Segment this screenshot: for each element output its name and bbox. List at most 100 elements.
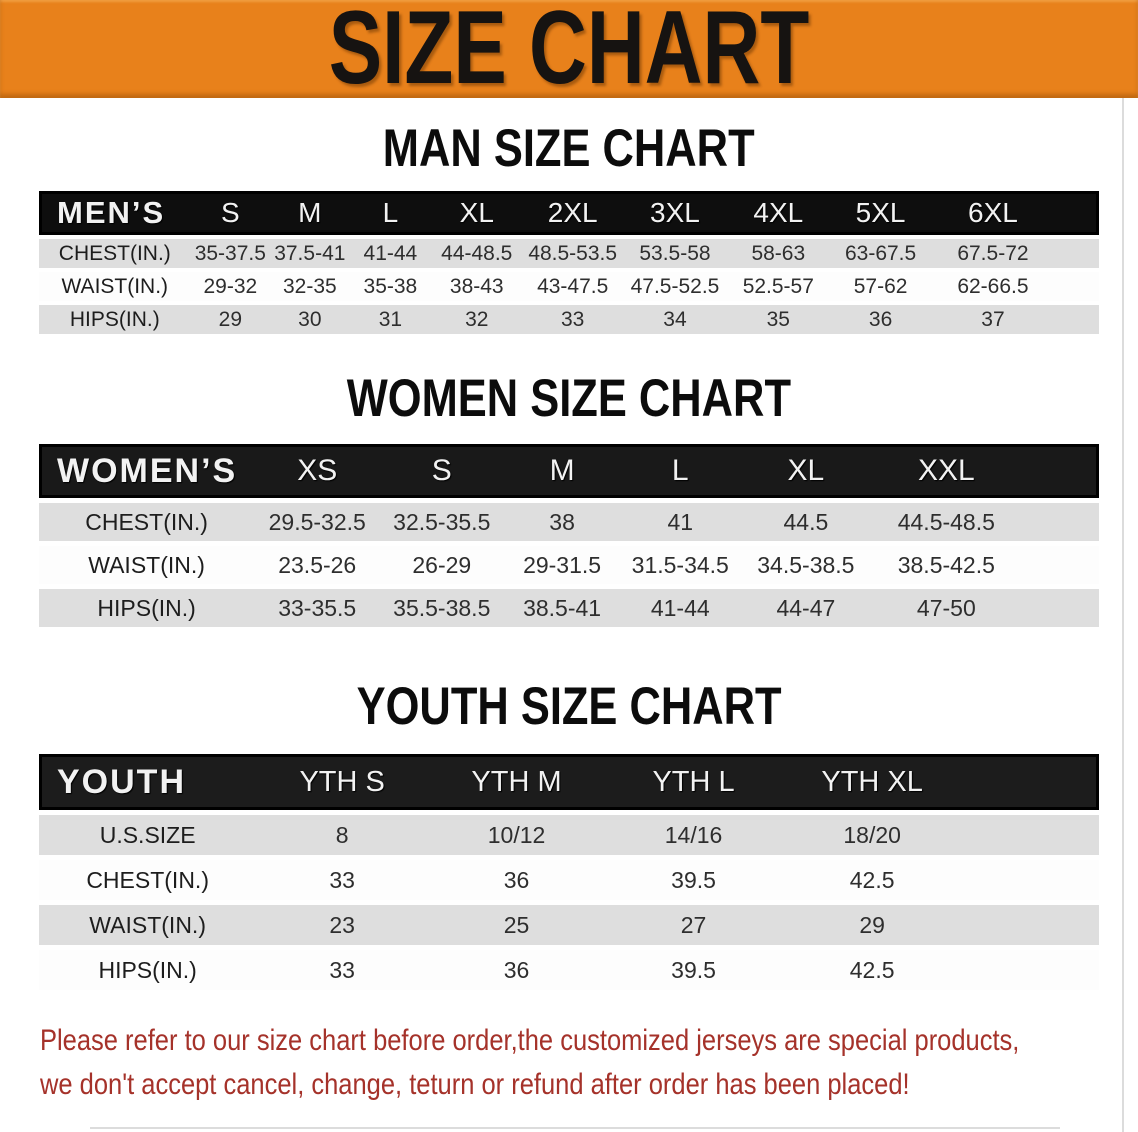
size-column-header: XS [254,444,381,498]
section-men: MAN SIZE CHART MEN’S S M L XL 2XL 3XL 4XL 5XL 6XL C… [0,122,1138,338]
size-column-header: M [503,444,621,498]
section-title-women: WOMEN SIZE CHART [0,372,1138,425]
size-cell: 36 [829,305,932,334]
size-cell: 32.5-35.5 [380,503,504,541]
table-row: HIPS(IN.) 33 36 39.5 42.5 [39,950,1099,990]
size-cell: 41 [620,503,740,541]
size-column-header: YTH S [256,754,429,810]
size-cell: 41-44 [349,239,432,268]
size-cell: 29 [190,305,271,334]
table-row: CHEST(IN.) 29.5-32.5 32.5-35.5 38 41 44.5 44.5… [39,503,1099,541]
table-row: U.S.SIZE 8 10/12 14/16 18/20 [39,815,1099,855]
size-cell: 36 [428,860,606,900]
spacer-cell [962,860,1099,900]
table-header-row: MEN’S S M L XL 2XL 3XL 4XL 5XL 6XL [39,191,1099,235]
table-row: HIPS(IN.) 33-35.5 35.5-38.5 38.5-41 41-44 44-… [39,589,1099,627]
section-title-text: WOMEN SIZE CHART [346,369,792,428]
table-corner-label: YOUTH [39,754,257,810]
size-cell: 48.5-53.5 [522,239,624,268]
disclaimer: Please refer to our size chart before or… [40,1019,1138,1107]
size-cell: 62-66.5 [931,272,1055,301]
scan-artifact-right-line [1122,98,1124,1132]
size-cell: 35 [726,305,830,334]
size-column-header: XL [431,191,523,235]
section-women: WOMEN SIZE CHART WOMEN’S XS S M L XL XXL CHEST(I… [0,372,1138,632]
size-column-header: XL [739,444,873,498]
table-header-row: WOMEN’S XS S M L XL XXL [39,444,1099,498]
row-label: HIPS(IN.) [39,305,191,334]
section-title-youth: YOUTH SIZE CHART [0,680,1138,733]
size-cell: 23 [256,905,429,945]
table-row: WAIST(IN.) 23 25 27 29 [39,905,1099,945]
size-cell: 33-35.5 [254,589,381,627]
size-cell: 35.5-38.5 [380,589,504,627]
size-cell: 37 [931,305,1055,334]
spacer-cell [1020,546,1099,584]
size-column-header: YTH L [605,754,783,810]
row-label: WAIST(IN.) [39,905,257,945]
spacer-cell [1054,191,1099,235]
size-cell: 33 [522,305,624,334]
size-cell: 63-67.5 [829,239,932,268]
size-table-women: WOMEN’S XS S M L XL XXL CHEST(IN.) 29.5-32.5 32.5… [39,439,1099,632]
spacer-cell [1054,305,1099,334]
size-column-header: 2XL [522,191,624,235]
size-cell: 33 [256,860,429,900]
table-row: WAIST(IN.) 23.5-26 26-29 29-31.5 31.5-34.5 34… [39,546,1099,584]
size-column-header: 6XL [931,191,1055,235]
table-header-row: YOUTH YTH S YTH M YTH L YTH XL [39,754,1099,810]
size-cell: 52.5-57 [726,272,830,301]
section-title-text: MAN SIZE CHART [383,119,755,178]
size-column-header: 3XL [623,191,727,235]
size-cell: 44-48.5 [431,239,523,268]
size-cell: 18/20 [782,815,963,855]
size-cell: 38.5-41 [503,589,621,627]
table-row: CHEST(IN.) 35-37.5 37.5-41 41-44 44-48.5 48.5… [39,239,1099,268]
size-table-youth: YOUTH YTH S YTH M YTH L YTH XL U.S.SIZE 8 10/12… [39,749,1099,995]
size-cell: 10/12 [428,815,606,855]
size-cell: 34 [623,305,727,334]
row-label: HIPS(IN.) [39,950,257,990]
spacer-cell [962,905,1099,945]
size-cell: 27 [605,905,783,945]
row-label: WAIST(IN.) [39,272,191,301]
row-label: WAIST(IN.) [39,546,255,584]
size-cell: 47-50 [872,589,1021,627]
size-cell: 39.5 [605,860,783,900]
size-column-header: 4XL [726,191,830,235]
size-column-header: M [270,191,350,235]
size-cell: 29 [782,905,963,945]
size-cell: 29.5-32.5 [254,503,381,541]
section-title-men: MAN SIZE CHART [0,122,1138,175]
size-column-header: XXL [872,444,1021,498]
section-youth: YOUTH SIZE CHART YOUTH YTH S YTH M YTH L YTH … [0,680,1138,995]
size-cell: 47.5-52.5 [623,272,727,301]
size-cell: 25 [428,905,606,945]
size-cell: 36 [428,950,606,990]
size-cell: 44.5-48.5 [872,503,1021,541]
scan-artifact-bottom-line [90,1127,1060,1129]
size-cell: 31.5-34.5 [620,546,740,584]
size-column-header: YTH XL [782,754,963,810]
table-corner-label: MEN’S [39,191,191,235]
size-cell: 29-31.5 [503,546,621,584]
size-cell: 29-32 [190,272,271,301]
size-cell: 32-35 [270,272,350,301]
size-column-header: S [380,444,504,498]
spacer-cell [1020,503,1099,541]
size-column-header: S [190,191,271,235]
size-cell: 31 [349,305,432,334]
spacer-cell [962,950,1099,990]
size-cell: 35-38 [349,272,432,301]
table-corner-label: WOMEN’S [39,444,255,498]
size-cell: 34.5-38.5 [739,546,873,584]
size-cell: 38-43 [431,272,523,301]
row-label: HIPS(IN.) [39,589,255,627]
size-cell: 53.5-58 [623,239,727,268]
size-cell: 26-29 [380,546,504,584]
size-cell: 67.5-72 [931,239,1055,268]
size-column-header: L [620,444,740,498]
size-cell: 8 [256,815,429,855]
banner-title: SIZE CHART [328,0,810,107]
